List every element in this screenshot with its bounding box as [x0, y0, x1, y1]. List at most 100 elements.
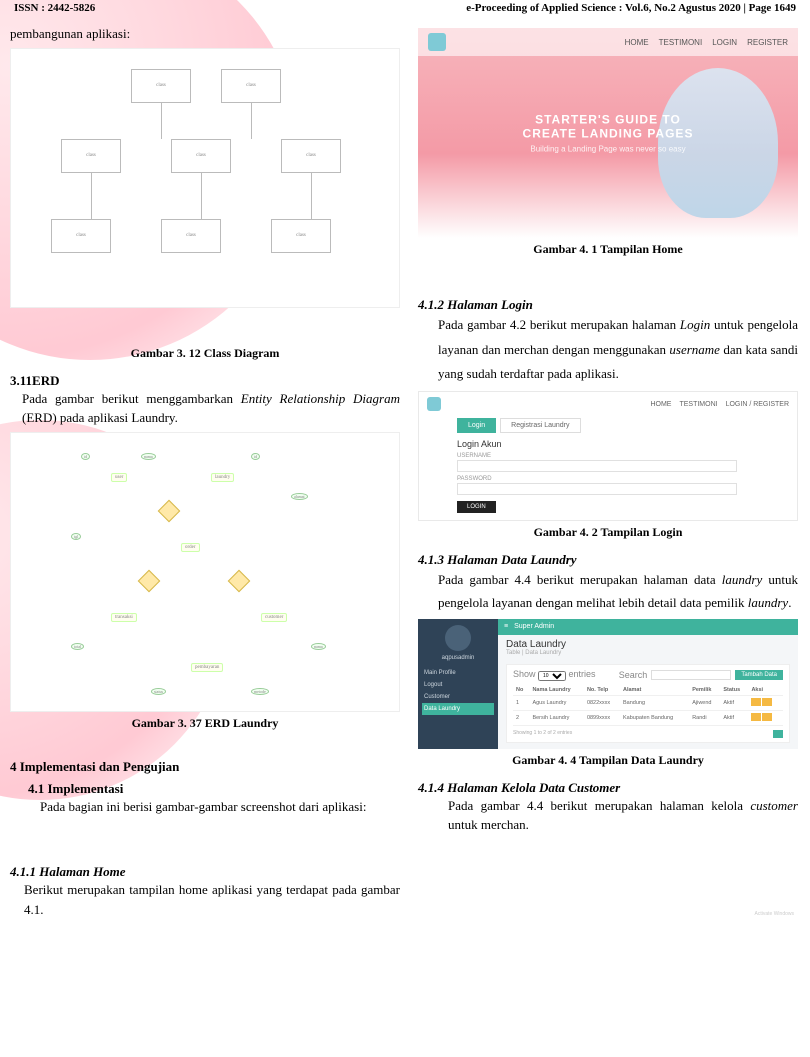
t: Customer — [424, 694, 450, 700]
label-password: PASSWORD — [457, 476, 737, 482]
t: Pada gambar 4.4 berikut merupakan halama… — [448, 798, 750, 813]
figure-login-screenshot: HOME TESTIMONI LOGIN / REGISTER Login Re… — [418, 391, 798, 521]
cell: 0899xxxx — [584, 710, 620, 725]
section-4-1-3: 4.1.3 Halaman Data Laundry — [418, 552, 798, 568]
tab-register[interactable]: Registrasi Laundry — [500, 418, 580, 433]
col-no[interactable]: No — [513, 685, 529, 696]
nav-link-login[interactable]: LOGIN — [712, 38, 737, 47]
col-status[interactable]: Status — [720, 685, 748, 696]
view-button[interactable] — [762, 713, 772, 721]
nav-link-home[interactable]: HOME — [650, 401, 671, 408]
login-navbar: HOME TESTIMONI LOGIN / REGISTER — [427, 396, 789, 412]
caption-home: Gambar 4. 1 Tampilan Home — [418, 242, 798, 257]
section-4-1-3-body: Pada gambar 4.4 berikut merupakan halama… — [438, 568, 798, 615]
hero-title: STARTER'S GUIDE TO CREATE LANDING PAGES — [513, 113, 703, 141]
section-4-1-2-body: Pada gambar 4.2 berikut merupakan halama… — [438, 313, 798, 387]
login-button[interactable]: LOGIN — [457, 501, 496, 513]
data-table: No Nama Laundry No. Telp Alamat Pemilik … — [513, 685, 783, 726]
cell: 2 — [513, 710, 529, 725]
edit-button[interactable] — [751, 713, 761, 721]
cell: Agus Laundry — [529, 695, 584, 710]
t-em: username — [669, 342, 720, 357]
cell: Randi — [689, 710, 720, 725]
dashboard-topbar: ≡ Super Admin — [498, 619, 798, 635]
cell-actions — [748, 695, 783, 710]
cell: Ajiwend — [689, 695, 720, 710]
logo-icon — [428, 33, 446, 51]
t: untuk merchan. — [448, 817, 529, 832]
nav-link-register[interactable]: REGISTER — [747, 38, 788, 47]
col-pemilik[interactable]: Pemilik — [689, 685, 720, 696]
cell: Kabupaten Bandung — [620, 710, 689, 725]
entries-label: entries — [569, 669, 596, 679]
caption-class-diagram: Gambar 3. 12 Class Diagram — [10, 346, 400, 361]
label-username: USERNAME — [457, 453, 737, 459]
caption-erd: Gambar 3. 37 ERD Laundry — [10, 716, 400, 731]
pagination-page[interactable] — [773, 730, 783, 738]
tab-login[interactable]: Login — [457, 418, 496, 433]
figure-home-screenshot: HOME TESTIMONI LOGIN REGISTER STARTER'S … — [418, 28, 798, 238]
hero-text: STARTER'S GUIDE TO CREATE LANDING PAGES … — [513, 113, 703, 154]
t-em: laundry — [748, 595, 788, 610]
erd-para-em: Entity Relationship Diagram — [241, 391, 400, 406]
cell: Aktif — [720, 695, 748, 710]
section-3-11-erd: 3.11ERD — [10, 373, 400, 389]
issn-text: ISSN : 2442-5826 — [14, 2, 95, 14]
cell: 1 — [513, 695, 529, 710]
col-alamat[interactable]: Alamat — [620, 685, 689, 696]
col-nama[interactable]: Nama Laundry — [529, 685, 584, 696]
sidebar-item-logout[interactable]: Logout — [422, 679, 494, 691]
t-em: Login — [680, 317, 710, 332]
section-4-1-4-body: Pada gambar 4.4 berikut merupakan halama… — [448, 796, 798, 835]
sidebar-item-customer[interactable]: Customer — [422, 691, 494, 703]
erd-paragraph: Pada gambar berikut menggambarkan Entity… — [22, 389, 400, 428]
col-telp[interactable]: No. Telp — [584, 685, 620, 696]
add-data-button[interactable]: Tambah Data — [735, 670, 783, 680]
table-row: 1 Agus Laundry 0822xxxx Bandung Ajiwend … — [513, 695, 783, 710]
proceeding-text: e-Proceeding of Applied Science : Vol.6,… — [466, 2, 796, 14]
section-4-1-1: 4.1.1 Halaman Home — [10, 864, 400, 880]
input-username[interactable] — [457, 460, 737, 472]
section-4-1-2: 4.1.2 Halaman Login — [418, 297, 798, 313]
sidebar-item-profile[interactable]: Main Profile — [422, 667, 494, 679]
sidebar: aqpusadmin Main Profile Logout Customer … — [418, 619, 498, 749]
erd-para-text: Pada gambar berikut menggambarkan — [22, 391, 241, 406]
erd-para-tail: (ERD) pada aplikasi Laundry. — [22, 410, 178, 425]
table-row: 2 Bersih Laundry 0899xxxx Kabupaten Band… — [513, 710, 783, 725]
nav-link-testimoni[interactable]: TESTIMONI — [679, 401, 717, 408]
edit-button[interactable] — [751, 698, 761, 706]
t-em: laundry — [722, 572, 762, 587]
entries-select[interactable]: 10 — [538, 671, 566, 681]
section-4-1-1-body: Berikut merupakan tampilan home aplikasi… — [24, 880, 400, 919]
section-4-1-4: 4.1.4 Halaman Kelola Data Customer — [418, 780, 798, 796]
t: Pada gambar 4.4 berikut merupakan halama… — [438, 572, 722, 587]
cell-actions — [748, 710, 783, 725]
figure-data-laundry-screenshot: aqpusadmin Main Profile Logout Customer … — [418, 619, 798, 749]
search-label: Search — [619, 670, 648, 680]
t: Logout — [424, 682, 442, 688]
search-input[interactable] — [651, 670, 731, 680]
page-title: Data Laundry — [506, 639, 790, 650]
col-aksi[interactable]: Aksi — [748, 685, 783, 696]
section-4-1-body: Pada bagian ini berisi gambar-gambar scr… — [40, 797, 400, 817]
show-label: Show — [513, 669, 536, 679]
nav-link-testimoni[interactable]: TESTIMONI — [659, 38, 703, 47]
nav-link-login-register[interactable]: LOGIN / REGISTER — [726, 401, 789, 408]
table-header-row: No Nama Laundry No. Telp Alamat Pemilik … — [513, 685, 783, 696]
hamburger-icon[interactable]: ≡ — [504, 623, 508, 630]
sidebar-item-data-laundry[interactable]: Data Laundry — [422, 703, 494, 715]
t: Pada gambar 4.2 berikut merupakan halama… — [438, 317, 680, 332]
input-password[interactable] — [457, 483, 737, 495]
section-4-1: 4.1 Implementasi — [28, 781, 400, 797]
figure-erd: user laundry order transaksi customer pe… — [10, 432, 400, 712]
breadcrumb: Table | Data Laundry — [506, 650, 790, 656]
cell: Bersih Laundry — [529, 710, 584, 725]
sidebar-username: aqpusadmin — [422, 655, 494, 661]
cell: 0822xxxx — [584, 695, 620, 710]
login-form-title: Login Akun — [457, 439, 737, 449]
home-navbar: HOME TESTIMONI LOGIN REGISTER — [418, 28, 798, 56]
nav-link-home[interactable]: HOME — [625, 38, 649, 47]
section-4: 4 Implementasi dan Pengujian — [10, 759, 400, 775]
view-button[interactable] — [762, 698, 772, 706]
logo-icon — [427, 397, 441, 411]
